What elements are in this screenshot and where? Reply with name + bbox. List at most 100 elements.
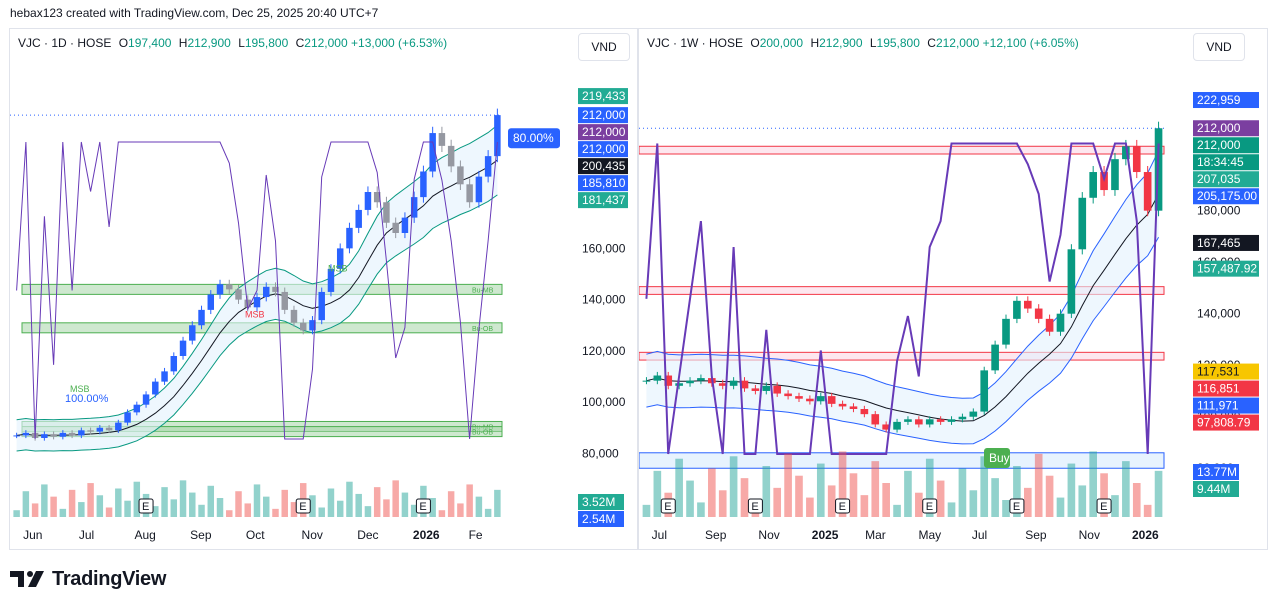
volume-bar: [1122, 461, 1130, 517]
candle-body: [41, 434, 48, 438]
annotation-label: MSB: [70, 384, 90, 394]
candle-body: [87, 430, 94, 432]
volume-bar: [152, 506, 159, 517]
price-tag-label: 212,000: [1197, 121, 1241, 135]
price-tag-label: 212,000: [582, 108, 626, 122]
x-tick-label: Sep: [190, 528, 212, 542]
x-tick-label: Jul: [652, 528, 667, 542]
price-tag-label: 212,000: [1197, 138, 1241, 152]
y-tick-label: 140,000: [582, 293, 626, 307]
daily-change-value: +13,000 (+6.53%): [351, 36, 448, 50]
volume-bar: [773, 487, 782, 517]
earnings-marker-box: [1009, 498, 1025, 514]
volume-bar: [958, 468, 967, 517]
candle-body: [806, 398, 814, 402]
price-tag-box: [1193, 414, 1259, 431]
candle-body: [179, 340, 187, 356]
volume-bar: [1089, 451, 1097, 517]
volume-bar: [1143, 504, 1152, 517]
price-tag-box: [1193, 171, 1259, 188]
candle-body: [686, 380, 694, 384]
weekly-chart-canvas[interactable]: 80,000100,000120,000140,000160,000180,00…: [639, 29, 1267, 549]
price-tag-label: 212,000: [582, 142, 626, 156]
volume-bar: [882, 483, 890, 517]
candle-body: [318, 291, 325, 321]
earnings-marker-box: [660, 498, 676, 514]
volume-tag-box: [578, 511, 624, 527]
candle-body: [59, 432, 67, 437]
annotation-label: Buy: [989, 451, 1010, 465]
x-tick-label: Jul: [972, 528, 987, 542]
candle-body: [68, 432, 76, 436]
earnings-marker-label: E: [926, 501, 933, 513]
price-tag-label: 167,465: [1197, 236, 1241, 250]
tradingview-logo[interactable]: TradingView: [10, 566, 166, 592]
price-tag-box: [578, 192, 628, 209]
volume-bar: [429, 498, 436, 517]
volume-bar: [170, 499, 178, 517]
volume-bar: [68, 489, 76, 517]
candle-body: [420, 171, 427, 198]
x-tick-label: Nov: [302, 528, 323, 542]
price-tag-box: [1193, 234, 1259, 251]
price-tag-box: [578, 158, 628, 175]
weekly-symbol-label[interactable]: VJC · 1W · HOSE: [647, 36, 744, 50]
volume-bar: [41, 484, 48, 517]
candle-body: [484, 156, 492, 177]
candle-body: [115, 422, 122, 431]
price-zone: [639, 351, 1165, 361]
candle-body: [373, 192, 381, 203]
volume-bar: [871, 461, 880, 517]
volume-bar: [925, 458, 934, 517]
daily-currency-button[interactable]: VND: [578, 33, 630, 61]
volume-bar: [272, 508, 279, 517]
price-tag-box: [1193, 92, 1259, 109]
y-tick-label: 120,000: [582, 344, 626, 358]
volume-bar: [22, 491, 30, 517]
candle-body: [475, 176, 483, 203]
daily-open-value: 197,400: [128, 36, 172, 50]
earnings-marker-label: E: [1100, 501, 1107, 513]
volume-bar: [87, 483, 94, 517]
candle-body: [664, 375, 673, 386]
volume-bar: [893, 504, 901, 517]
price-tag-label: 181,437: [582, 193, 626, 207]
price-tag-box: [1193, 363, 1259, 380]
daily-symbol-label[interactable]: VJC · 1D · HOSE: [18, 36, 112, 50]
price-zone: [639, 145, 1165, 155]
x-tick-label: May: [919, 528, 942, 542]
price-tag-box: [578, 141, 628, 158]
weekly-currency-button[interactable]: VND: [1193, 33, 1245, 61]
volume-bar: [1002, 500, 1010, 517]
weekly-chart-pane[interactable]: 80,000100,000120,000140,000160,000180,00…: [638, 28, 1268, 550]
candle-body: [1002, 318, 1010, 345]
volume-bar: [1132, 483, 1141, 517]
candle-body: [1056, 313, 1065, 332]
x-tick-label: 2026: [1132, 528, 1159, 542]
price-tag-label: 117,531: [1197, 365, 1240, 379]
daily-low-label: L: [238, 36, 245, 50]
earnings-marker-label: E: [839, 501, 846, 513]
candle-body: [882, 424, 890, 430]
daily-chart-canvas[interactable]: 80,000100,000120,000140,000160,000Bu-MBB…: [10, 29, 637, 549]
volume-tag-label: 13.77M: [1197, 465, 1237, 479]
candle-body: [50, 434, 57, 437]
annotation-label: MSB: [328, 263, 348, 273]
candle-body: [457, 166, 464, 185]
price-tag-box: [1193, 154, 1259, 171]
candle-body: [849, 406, 858, 409]
annotation-label: 100.00%: [65, 393, 109, 405]
daily-chart-pane[interactable]: 80,000 100,000 120,000 140,000 160,000 Bu-MB B…: [9, 28, 638, 550]
candle-body: [925, 419, 934, 425]
candle-body: [1132, 146, 1141, 173]
candle-body: [189, 325, 196, 341]
weekly-low-label: L: [869, 36, 877, 50]
candle-body: [244, 299, 251, 308]
volume-bar: [355, 493, 362, 517]
volume-bar: [653, 470, 662, 517]
volume-bar: [849, 473, 858, 517]
candle-body: [1034, 308, 1043, 319]
weekly-open-label: O: [750, 36, 760, 50]
candle-body: [429, 133, 436, 172]
volume-bar: [1034, 453, 1043, 517]
